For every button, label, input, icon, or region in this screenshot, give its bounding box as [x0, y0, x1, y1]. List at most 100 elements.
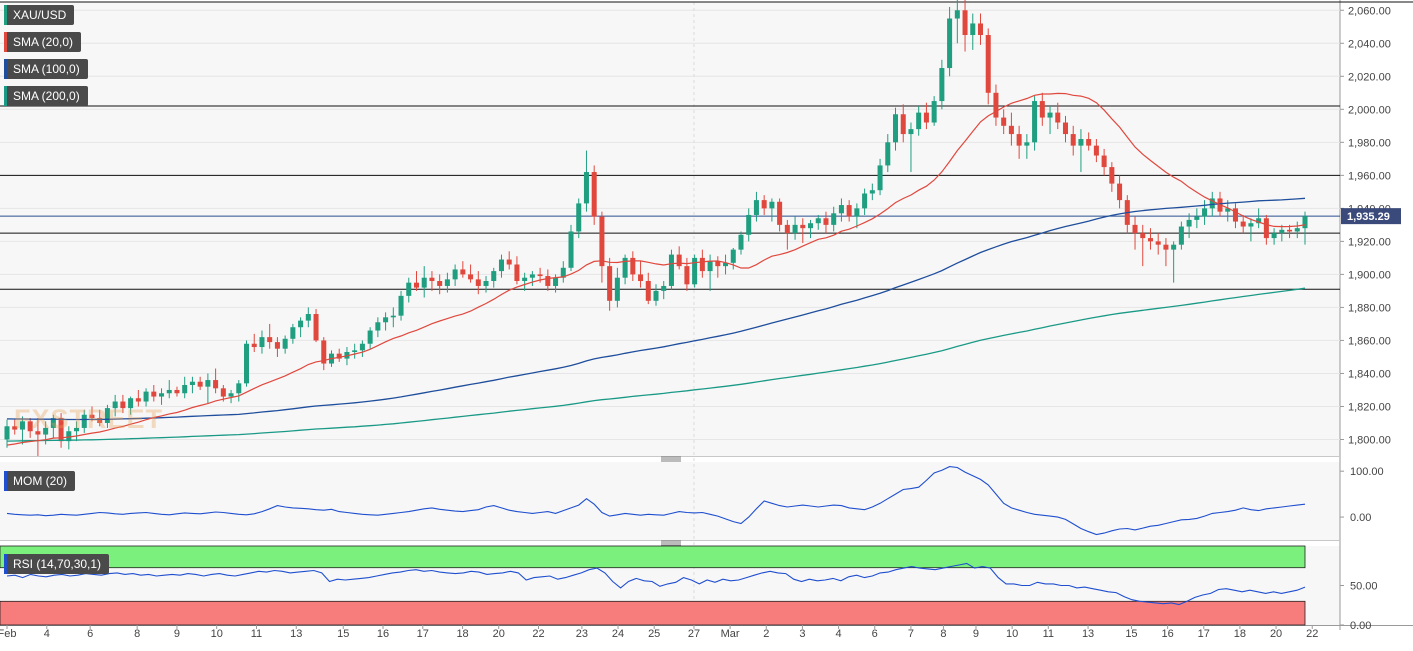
date-tick-label: 18	[456, 628, 468, 640]
candle-body	[35, 431, 41, 435]
candle	[699, 249, 705, 278]
candle	[893, 107, 899, 151]
candle	[189, 376, 195, 394]
legend-sma-200[interactable]: SMA (200,0)	[4, 86, 88, 106]
candle	[1256, 208, 1262, 229]
candle	[1078, 129, 1084, 173]
candle-body	[583, 172, 589, 204]
candle	[1232, 203, 1238, 229]
candle	[1032, 96, 1038, 151]
candle-body	[475, 279, 481, 286]
date-tick-label: 16	[1161, 628, 1173, 640]
candle-body	[661, 285, 667, 291]
candle	[545, 269, 551, 291]
candle	[862, 188, 868, 215]
price-tick-label: 2,020.00	[1348, 71, 1391, 83]
axis-labels: 1,800.00 1,820.00 1,840.00 1,860.00 1,880.00…	[0, 5, 1401, 640]
candle-body	[1271, 233, 1277, 239]
symbol-label: XAU/USD	[13, 8, 67, 22]
candle	[460, 261, 466, 278]
candle-body	[977, 23, 984, 36]
candle	[1047, 106, 1053, 135]
candle-body	[545, 276, 551, 286]
candle	[429, 271, 435, 291]
candle-body	[305, 314, 311, 321]
candle-body	[638, 274, 644, 282]
candle-body	[1178, 226, 1184, 245]
legend-mom[interactable]: MOM (20)	[4, 471, 75, 491]
candle-body	[746, 214, 752, 235]
candle-body	[553, 277, 559, 286]
price-tick-label: 1,880.00	[1348, 302, 1391, 314]
candle-body	[1294, 228, 1300, 232]
mom-resize-handle[interactable]	[661, 456, 681, 462]
candle-body	[74, 427, 80, 432]
rsi-overbought-zone	[0, 545, 1306, 569]
candle	[66, 426, 72, 450]
sma-100-label: SMA (100,0)	[13, 62, 80, 76]
candle-body	[220, 388, 226, 397]
sma-200-line	[6, 287, 1306, 442]
candle-body	[777, 201, 783, 225]
rsi-resize-handle[interactable]	[661, 540, 681, 546]
candle	[383, 312, 389, 331]
rsi-tick-label: 50.00	[1350, 581, 1378, 593]
candle	[182, 376, 188, 399]
candle-body	[97, 418, 103, 423]
candle	[815, 214, 821, 230]
candle-body	[1263, 218, 1269, 239]
candle	[506, 251, 512, 270]
candle-body	[135, 398, 141, 402]
date-tick-label: 11	[1043, 628, 1054, 640]
price-tick-label: 1,960.00	[1348, 170, 1391, 182]
symbol-swatch	[4, 5, 7, 25]
sma-200-label: SMA (200,0)	[13, 89, 80, 103]
candle	[916, 106, 922, 136]
candle	[1101, 148, 1107, 176]
candle	[993, 84, 999, 126]
candle	[35, 418, 41, 456]
sma-100-line	[6, 197, 1306, 421]
candle	[475, 271, 481, 295]
candle	[159, 388, 165, 405]
candle	[1086, 132, 1092, 151]
candle	[962, 0, 968, 52]
candle	[151, 385, 157, 402]
candle-body	[723, 262, 729, 267]
candle-body	[259, 337, 265, 348]
candle-body	[769, 201, 775, 209]
legend-sma-20[interactable]: SMA (20,0)	[4, 32, 82, 52]
candle	[197, 376, 203, 390]
date-tick-label: 20	[1270, 628, 1282, 640]
candle	[514, 256, 520, 285]
candle-body	[498, 259, 504, 272]
candle-body	[383, 317, 389, 323]
candle	[1294, 221, 1300, 239]
candle-body	[166, 389, 172, 394]
date-tick-label: 15	[337, 628, 349, 640]
candle-body	[1279, 229, 1285, 234]
candle-body	[359, 343, 365, 351]
candle-body	[761, 200, 767, 209]
candle-body	[1147, 238, 1153, 242]
price-candles	[4, 0, 1308, 456]
date-tick-label: 22	[1306, 628, 1318, 640]
candle-body	[452, 269, 458, 280]
candle-body	[792, 224, 798, 234]
candle-body	[568, 231, 574, 268]
legend-sma-100[interactable]: SMA (100,0)	[4, 59, 88, 79]
symbol-badge[interactable]: XAU/USD	[4, 5, 75, 25]
candle-body	[1225, 208, 1231, 212]
candle	[668, 249, 674, 290]
candle-body	[1140, 233, 1146, 239]
candle-body	[437, 281, 443, 286]
candle	[947, 6, 953, 77]
candle	[977, 13, 984, 45]
candle-body	[1209, 198, 1215, 209]
candle-body	[413, 282, 419, 288]
date-tick-label: 6	[872, 628, 878, 640]
price-tick-label: 1,840.00	[1348, 368, 1391, 380]
legend-rsi[interactable]: RSI (14,70,30,1)	[4, 554, 110, 574]
candle-body	[993, 92, 999, 118]
